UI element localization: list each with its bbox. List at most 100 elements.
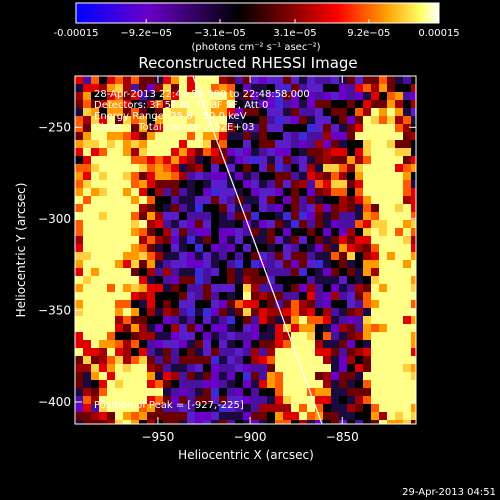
heatmap-cell (155, 196, 163, 204)
heatmap-cell (243, 340, 251, 348)
heatmap-cell (291, 404, 299, 412)
heatmap-cell (227, 292, 235, 300)
heatmap-cell (155, 356, 163, 364)
heatmap-cell (211, 412, 219, 420)
heatmap-cell (267, 124, 275, 132)
heatmap-cell (315, 108, 323, 116)
heatmap-cell (171, 332, 179, 340)
heatmap-cell (259, 308, 267, 316)
heatmap-cell (331, 92, 339, 100)
heatmap-cell (147, 220, 155, 228)
heatmap-cell (115, 236, 123, 244)
colorbar-ticks: -0.00015 −9.2e−05 −3.1e−05 3.1e−05 9.2e−05 0.… (54, 19, 460, 39)
heatmap-cell (211, 356, 219, 364)
heatmap-cell (187, 404, 195, 412)
heatmap-cell (227, 252, 235, 260)
heatmap-cell (275, 284, 283, 292)
heatmap-cell (147, 420, 155, 424)
heatmap-cell (219, 220, 227, 228)
heatmap-cell (267, 252, 275, 260)
heatmap-cell (387, 292, 395, 300)
heatmap-cell (243, 124, 251, 132)
heatmap-cell (259, 404, 267, 412)
heatmap-cell (259, 244, 267, 252)
heatmap-cell (195, 340, 203, 348)
heatmap-cell (259, 132, 267, 140)
heatmap-cell (195, 148, 203, 156)
heatmap-cell (371, 316, 379, 324)
heatmap-cell (91, 284, 99, 292)
heatmap-cell (331, 324, 339, 332)
heatmap-cell (211, 84, 219, 92)
heatmap-cell (75, 404, 83, 412)
heatmap-cell (331, 164, 339, 172)
heatmap-cell (251, 148, 259, 156)
heatmap-cell (179, 380, 187, 388)
heatmap-cell (315, 292, 323, 300)
heatmap-cell (203, 244, 211, 252)
heatmap-cell (267, 316, 275, 324)
heatmap-cell (315, 252, 323, 260)
heatmap-cell (387, 300, 395, 308)
heatmap-cell (259, 396, 267, 404)
heatmap-cell (395, 388, 403, 396)
heatmap-cell (211, 372, 219, 380)
heatmap-cell (347, 420, 355, 424)
heatmap-cell (83, 180, 91, 188)
heatmap-cell (411, 380, 416, 388)
heatmap-cell (195, 324, 203, 332)
heatmap-cell (171, 404, 179, 412)
heatmap-cell (75, 412, 83, 420)
heatmap-cell (115, 324, 123, 332)
heatmap-cell (211, 220, 219, 228)
heatmap-cell (163, 252, 171, 260)
heatmap-cell (147, 340, 155, 348)
heatmap-cell (339, 316, 347, 324)
heatmap-cell (307, 308, 315, 316)
heatmap-cell (219, 340, 227, 348)
heatmap-cell (131, 204, 139, 212)
heatmap-cell (307, 284, 315, 292)
heatmap-cell (179, 196, 187, 204)
heatmap-cell (395, 180, 403, 188)
heatmap-cell (387, 212, 395, 220)
heatmap-cell (195, 356, 203, 364)
heatmap-cell (299, 180, 307, 188)
heatmap-cell (83, 388, 91, 396)
heatmap-cell (395, 308, 403, 316)
heatmap-cell (235, 396, 243, 404)
heatmap-cell (379, 132, 387, 140)
heatmap-cell (395, 324, 403, 332)
heatmap-cell (291, 316, 299, 324)
heatmap-cell (123, 164, 131, 172)
heatmap-cell (251, 396, 259, 404)
heatmap-cell (347, 316, 355, 324)
heatmap-cell (99, 372, 107, 380)
heatmap-cell (187, 228, 195, 236)
heatmap-cell (315, 204, 323, 212)
heatmap-cell (403, 268, 411, 276)
heatmap-cell (219, 356, 227, 364)
heatmap-cell (179, 268, 187, 276)
heatmap-cell (331, 100, 339, 108)
heatmap-cell (99, 180, 107, 188)
heatmap-cell (323, 164, 331, 172)
heatmap-cell (283, 372, 291, 380)
heatmap-cell (395, 316, 403, 324)
heatmap-cell (147, 396, 155, 404)
heatmap-cell (307, 196, 315, 204)
heatmap-cell (355, 372, 363, 380)
heatmap-cell (107, 324, 115, 332)
heatmap-cell (115, 204, 123, 212)
heatmap-cell (83, 220, 91, 228)
heatmap-cell (83, 76, 91, 84)
heatmap-cell (115, 140, 123, 148)
heatmap-cell (395, 364, 403, 372)
heatmap-cell (147, 380, 155, 388)
heatmap-cell (307, 212, 315, 220)
heatmap-cell (331, 84, 339, 92)
heatmap-cell (363, 204, 371, 212)
heatmap-cell (307, 116, 315, 124)
heatmap-cell (123, 180, 131, 188)
